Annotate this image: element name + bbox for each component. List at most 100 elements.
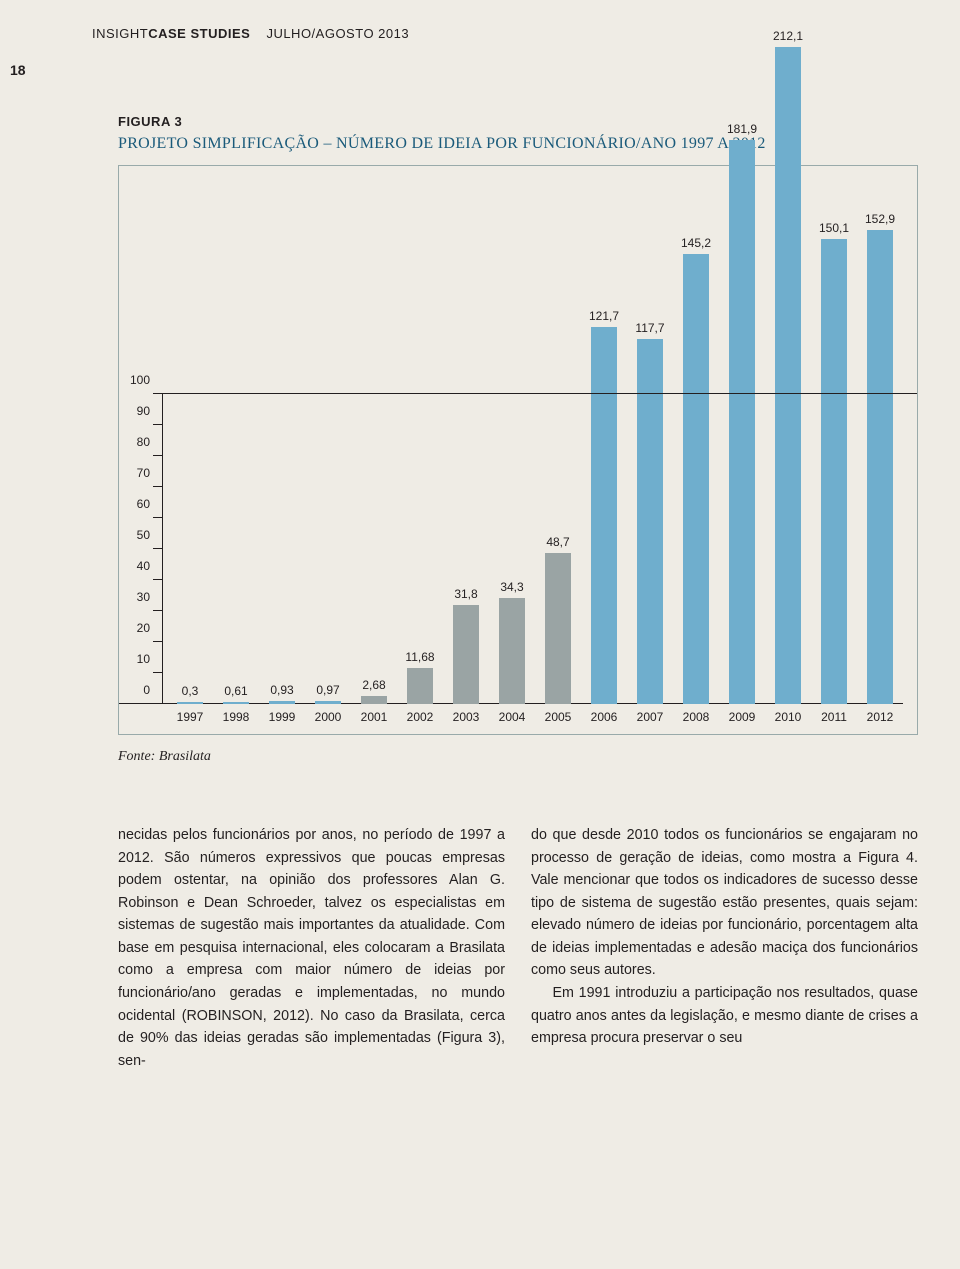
bar-slot: 34,32004 [489, 174, 535, 704]
bar: 0,93 [269, 701, 295, 704]
x-category-label: 2003 [453, 710, 480, 724]
y-tick [153, 455, 163, 456]
bar-slot: 0,972000 [305, 174, 351, 704]
bar: 121,7 [591, 327, 617, 704]
x-category-label: 2006 [591, 710, 618, 724]
bar: 0,97 [315, 701, 341, 704]
y-tick [153, 548, 163, 549]
bars-container: 0,319970,6119980,9319990,9720002,6820011… [163, 174, 903, 704]
y-tick [153, 517, 163, 518]
bar-slot: 0,931999 [259, 174, 305, 704]
bar: 181,9 [729, 140, 755, 704]
x-category-label: 2002 [407, 710, 434, 724]
bar: 0,61 [223, 702, 249, 704]
y-tick [153, 610, 163, 611]
x-category-label: 2008 [683, 710, 710, 724]
x-category-label: 2001 [361, 710, 388, 724]
bar-slot: 181,92009 [719, 174, 765, 704]
y-tick [153, 424, 163, 425]
y-tick-label: 70 [137, 466, 150, 480]
x-category-label: 2009 [729, 710, 756, 724]
bar-slot: 48,72005 [535, 174, 581, 704]
bar-slot: 0,31997 [167, 174, 213, 704]
page-header: INSIGHTCASE STUDIES JULHO/AGOSTO 2013 [92, 26, 409, 41]
y-tick-label: 0 [143, 683, 150, 697]
page-number: 18 [10, 62, 26, 78]
y-tick-label: 100 [130, 373, 150, 387]
bar: 11,68 [407, 668, 433, 704]
y-tick-label: 60 [137, 497, 150, 511]
bar-value-label: 145,2 [681, 236, 711, 250]
bar-value-label: 48,7 [546, 535, 569, 549]
bar: 34,3 [499, 598, 525, 704]
figure-3: FIGURA 3 PROJETO SIMPLIFICAÇÃO – NÚMERO … [118, 114, 918, 765]
bar-slot: 152,92012 [857, 174, 903, 704]
bar-value-label: 2,68 [362, 678, 385, 692]
bar-value-label: 0,3 [182, 684, 199, 698]
bar: 145,2 [683, 254, 709, 704]
paragraph: necidas pelos funcionários por anos, no … [118, 824, 505, 1072]
x-category-label: 2004 [499, 710, 526, 724]
x-category-label: 1998 [223, 710, 250, 724]
y-tick-label: 90 [137, 404, 150, 418]
bar-value-label: 117,7 [635, 321, 664, 335]
bar-slot: 117,72007 [627, 174, 673, 704]
bar-value-label: 152,9 [865, 212, 895, 226]
paragraph: do que desde 2010 todos os funcionários … [531, 824, 918, 982]
bar: 150,1 [821, 239, 847, 704]
x-category-label: 1999 [269, 710, 296, 724]
header-date: JULHO/AGOSTO 2013 [266, 26, 409, 41]
bar-value-label: 181,9 [727, 122, 757, 136]
x-category-label: 1997 [177, 710, 204, 724]
y-tick [153, 641, 163, 642]
bar: 212,1 [775, 47, 801, 705]
x-category-label: 2012 [867, 710, 894, 724]
bar-slot: 145,22008 [673, 174, 719, 704]
bar-chart: 0102030405060708090100 0,319970,6119980,… [118, 165, 918, 735]
y-tick-label: 30 [137, 590, 150, 604]
bar-value-label: 11,68 [405, 650, 434, 664]
bar-slot: 212,12010 [765, 174, 811, 704]
bar-slot: 121,72006 [581, 174, 627, 704]
y-tick-label: 10 [137, 652, 150, 666]
body-columns: necidas pelos funcionários por anos, no … [118, 824, 918, 1072]
bar-slot: 31,82003 [443, 174, 489, 704]
y-tick-label: 50 [137, 528, 150, 542]
bar-value-label: 150,1 [819, 221, 849, 235]
chart-source: Fonte: Brasilata [118, 749, 918, 765]
bar-slot: 2,682001 [351, 174, 397, 704]
bar-value-label: 212,1 [773, 29, 803, 43]
y-tick-label: 80 [137, 435, 150, 449]
y-tick [153, 393, 163, 394]
y-tick [153, 672, 163, 673]
bar-value-label: 0,97 [316, 683, 339, 697]
paragraph: Em 1991 introduziu a participação nos re… [531, 982, 918, 1050]
bar-value-label: 31,8 [454, 587, 477, 601]
bar: 48,7 [545, 553, 571, 704]
bar: 152,9 [867, 230, 893, 704]
bar-slot: 11,682002 [397, 174, 443, 704]
bar-slot: 0,611998 [213, 174, 259, 704]
x-category-label: 2011 [821, 710, 847, 724]
header-title: CASE STUDIES [148, 26, 250, 41]
gridline-100 [163, 393, 917, 394]
y-tick-label: 20 [137, 621, 150, 635]
header-prefix: INSIGHT [92, 26, 148, 41]
y-tick-label: 40 [137, 559, 150, 573]
column-left: necidas pelos funcionários por anos, no … [118, 824, 505, 1072]
x-category-label: 2007 [637, 710, 664, 724]
bar-value-label: 121,7 [589, 309, 619, 323]
y-axis: 0102030405060708090100 [119, 394, 163, 704]
x-category-label: 2000 [315, 710, 342, 724]
y-tick [153, 486, 163, 487]
bar: 31,8 [453, 605, 479, 704]
bar-value-label: 0,61 [224, 684, 247, 698]
x-category-label: 2005 [545, 710, 572, 724]
y-tick [153, 579, 163, 580]
bar: 0,3 [177, 702, 203, 704]
bar-value-label: 34,3 [500, 580, 523, 594]
column-right: do que desde 2010 todos os funcionários … [531, 824, 918, 1072]
x-category-label: 2010 [775, 710, 802, 724]
bar: 2,68 [361, 696, 387, 704]
bar-slot: 150,12011 [811, 174, 857, 704]
